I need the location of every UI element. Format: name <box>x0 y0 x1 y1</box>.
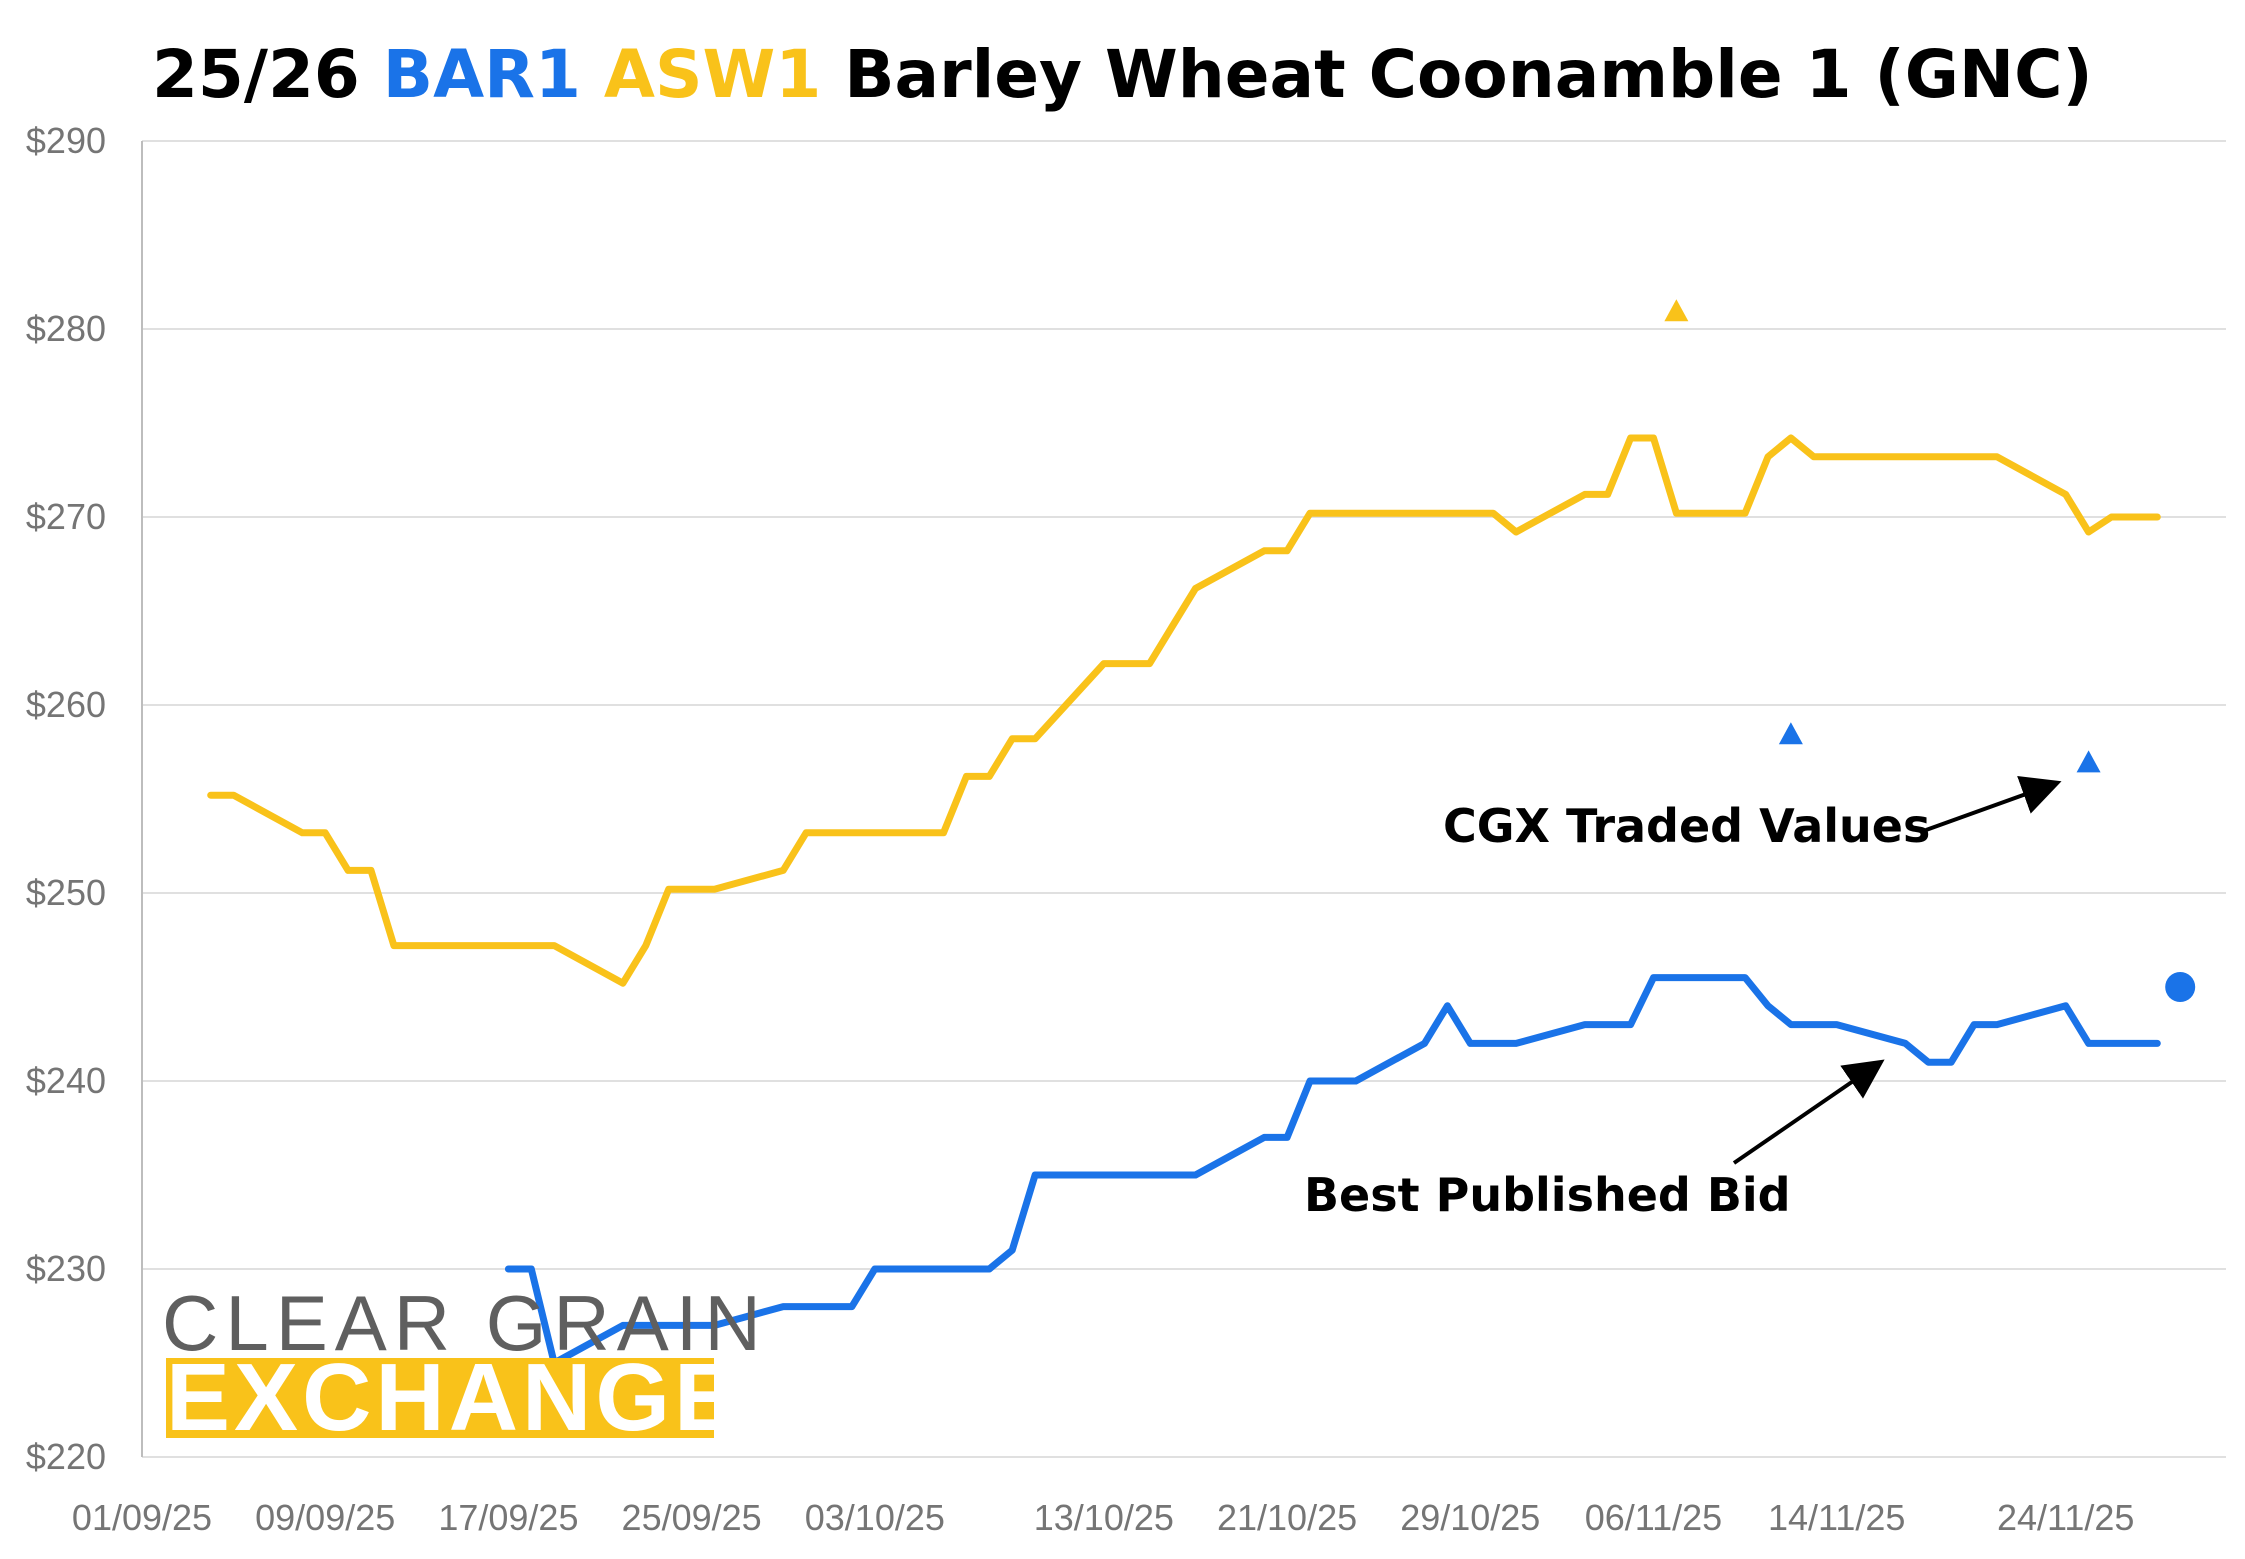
clear-grain-exchange-logo: CLEAR GRAIN EXCHANGE <box>162 1279 768 1451</box>
logo-accent-top <box>166 1358 714 1371</box>
logo-accent-bottom <box>166 1431 714 1438</box>
x-tick-label: 14/11/25 <box>1768 1497 1905 1538</box>
x-tick-label: 25/09/25 <box>622 1497 762 1538</box>
series-lines <box>207 434 2161 1367</box>
x-tick-label: 03/10/25 <box>805 1497 945 1538</box>
y-tick-label: $220 <box>26 1436 106 1477</box>
x-tick-label: 29/10/25 <box>1400 1497 1540 1538</box>
x-tick-label: 24/11/25 <box>1997 1497 2134 1538</box>
annotation-traded-arrow <box>1925 776 2062 832</box>
annotation-bid-arrow <box>1732 1059 1885 1165</box>
traded-marker-circle <box>2165 972 2196 1002</box>
x-axis: 01/09/25 09/09/25 17/09/25 25/09/25 03/10/25… <box>72 1497 2134 1538</box>
title-bar1: BAR1 <box>383 36 581 113</box>
y-axis: $220 $230 $240 $250 $260 $270 $280 $290 <box>26 120 143 1477</box>
y-tick-label: $240 <box>26 1060 106 1101</box>
y-tick-label: $280 <box>26 308 106 349</box>
x-tick-label: 06/11/25 <box>1585 1497 1722 1538</box>
logo-line1: CLEAR GRAIN <box>162 1279 768 1367</box>
x-tick-label: 01/09/25 <box>72 1497 212 1538</box>
chart-title: 25/26 BAR1 ASW1 Barley Wheat Coonamble 1… <box>152 36 2093 113</box>
annotation-best-bid: Best Published Bid <box>1304 1168 1791 1222</box>
gridlines <box>142 140 2226 1458</box>
series-line-asw1 <box>207 434 2161 987</box>
title-suffix: Barley Wheat Coonamble 1 (GNC) <box>821 36 2092 113</box>
title-asw1: ASW1 <box>604 36 821 113</box>
x-tick-label: 17/09/25 <box>438 1497 578 1538</box>
title-prefix: 25/26 <box>152 36 383 113</box>
title-space <box>581 36 604 113</box>
x-tick-label: 21/10/25 <box>1217 1497 1357 1538</box>
logo-accent-band <box>166 1371 714 1431</box>
y-tick-label: $260 <box>26 684 106 725</box>
traded-marker-triangle <box>1778 722 1803 745</box>
y-tick-label: $290 <box>26 120 106 161</box>
y-tick-label: $230 <box>26 1248 106 1289</box>
y-tick-label: $270 <box>26 496 106 537</box>
annotation-traded-values: CGX Traded Values <box>1443 799 1930 853</box>
traded-marker-triangle <box>1664 299 1689 322</box>
x-tick-label: 09/09/25 <box>255 1497 395 1538</box>
traded-marker-triangle <box>2076 750 2101 773</box>
x-tick-label: 13/10/25 <box>1034 1497 1174 1538</box>
series-line-bar1 <box>504 974 2161 1367</box>
traded-markers <box>1664 299 2196 1002</box>
y-tick-label: $250 <box>26 872 106 913</box>
